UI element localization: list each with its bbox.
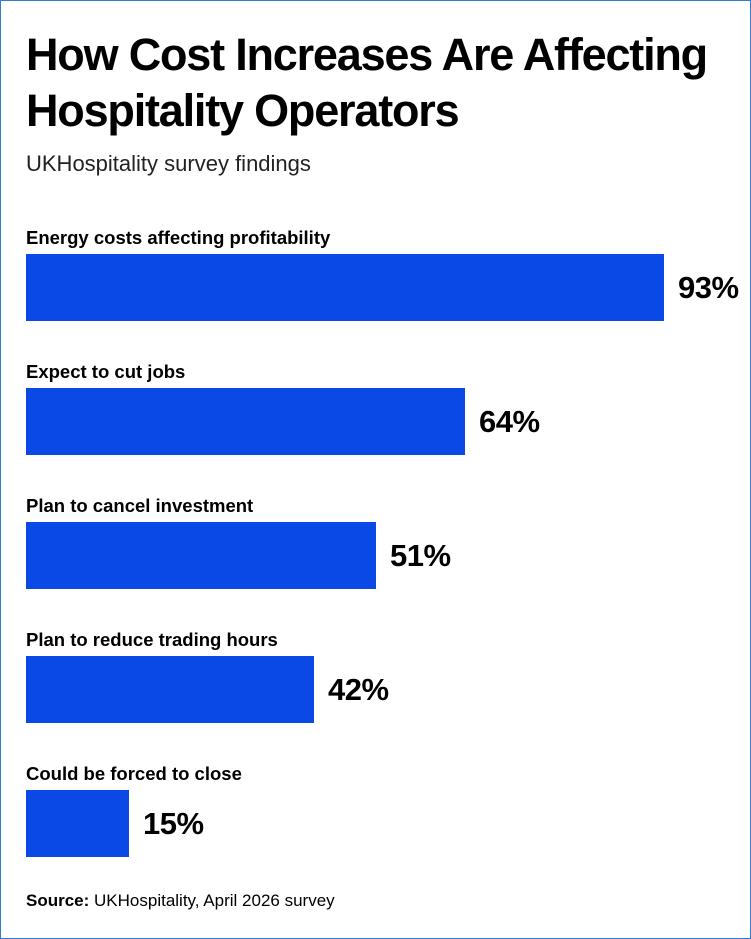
source-note: Source: UKHospitality, April 2026 survey bbox=[26, 889, 335, 913]
source-label: Source: bbox=[26, 891, 90, 910]
bar bbox=[26, 790, 129, 857]
category-label: Plan to reduce trading hours bbox=[26, 629, 278, 650]
value-label: 93% bbox=[678, 270, 739, 305]
bar bbox=[26, 254, 664, 321]
category-label: Energy costs affecting profitability bbox=[26, 227, 331, 248]
chart-title: How Cost Increases Are Affecting Hospita… bbox=[26, 29, 708, 136]
bar bbox=[26, 388, 465, 455]
chart-subtitle: UKHospitality survey findings bbox=[26, 151, 311, 176]
source-text: UKHospitality, April 2026 survey bbox=[89, 891, 335, 910]
category-label: Could be forced to close bbox=[26, 763, 242, 784]
value-label: 51% bbox=[390, 538, 451, 573]
value-label: 15% bbox=[143, 806, 204, 841]
bar bbox=[26, 656, 314, 723]
category-label: Expect to cut jobs bbox=[26, 361, 186, 382]
category-label: Plan to cancel investment bbox=[26, 495, 254, 516]
value-label: 42% bbox=[328, 672, 389, 707]
value-label: 64% bbox=[479, 404, 540, 439]
bar bbox=[26, 522, 376, 589]
